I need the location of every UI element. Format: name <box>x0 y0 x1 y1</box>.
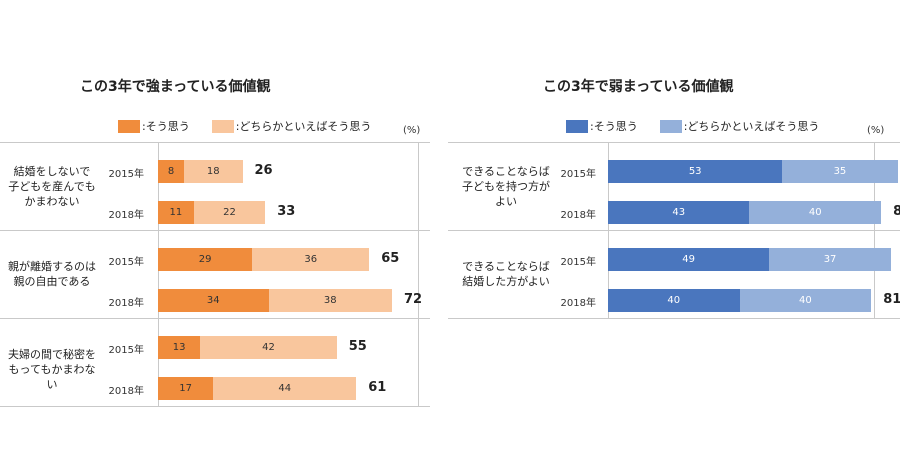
year-label: 2018年 <box>560 298 596 309</box>
group-divider <box>0 142 430 143</box>
group-divider <box>0 230 430 231</box>
group-divider <box>448 318 900 319</box>
chart-legend: :そう思う :どちらかといえばそう思う <box>118 118 371 134</box>
category-label: できることならば 結婚した方がよい <box>462 260 550 288</box>
chart-panel-strengthening: この3年で強まっている価値観 :そう思う :どちらかといえばそう思う (%) 結… <box>0 0 430 473</box>
bar-total-label: 65 <box>381 251 400 266</box>
bar-segment-somewhat-agree: 36 <box>252 248 370 271</box>
bar-segment-somewhat-agree: 40 <box>739 289 872 312</box>
bar-total-label: 26 <box>254 163 273 178</box>
bar-total-label: 81 <box>883 292 900 307</box>
year-label: 2018年 <box>108 298 144 309</box>
legend-swatch-agree <box>566 119 588 133</box>
gridline <box>418 142 419 406</box>
legend-swatch-somewhat-agree <box>659 119 682 133</box>
bar-segment-somewhat-agree: 37 <box>769 248 891 271</box>
bar-total-label: 83 <box>893 204 900 219</box>
bar-segment-agree: 53 <box>608 160 783 183</box>
bar-segment-agree: 43 <box>608 201 750 224</box>
category-label: 夫婦の間で秘密を もってもかまわない <box>8 348 96 391</box>
bar-segment-agree: 49 <box>608 248 770 271</box>
legend-label-somewhat-agree: :どちらかといえばそう思う <box>235 120 372 133</box>
bar-segment-somewhat-agree: 44 <box>213 377 357 400</box>
bar-segment-somewhat-agree: 35 <box>782 160 898 183</box>
group-divider <box>0 318 430 319</box>
group-divider <box>0 406 430 407</box>
bar-total-label: 33 <box>277 204 296 219</box>
bar-total-label: 55 <box>348 339 367 354</box>
legend-swatch-agree <box>118 119 140 133</box>
legend-swatch-somewhat-agree <box>211 119 234 133</box>
bar-segment-agree: 13 <box>158 336 201 359</box>
unit-label: (%) <box>403 125 421 136</box>
bar-segment-somewhat-agree: 42 <box>200 336 337 359</box>
bar-segment-agree: 34 <box>158 289 269 312</box>
year-label: 2015年 <box>108 169 144 180</box>
year-label: 2015年 <box>560 169 596 180</box>
year-label: 2015年 <box>560 257 596 268</box>
category-label: できることならば 子どもを持つ方が よい <box>462 164 550 208</box>
category-label: 結婚をしないで 子どもを産んでも かまわない <box>8 164 96 208</box>
chart-title: この3年で強まっている価値観 <box>80 79 271 95</box>
year-label: 2018年 <box>108 386 144 397</box>
group-divider <box>448 142 900 143</box>
bar-segment-somewhat-agree: 40 <box>749 201 882 224</box>
bar-total-label: 61 <box>368 380 387 395</box>
unit-label: (%) <box>867 125 885 136</box>
year-label: 2015年 <box>108 345 144 356</box>
bar-segment-agree: 11 <box>158 201 194 224</box>
bar-segment-agree: 29 <box>158 248 253 271</box>
bar-segment-agree: 40 <box>608 289 740 312</box>
gridline <box>158 142 159 406</box>
year-label: 2018年 <box>108 210 144 221</box>
legend-label-agree: :そう思う <box>590 120 638 133</box>
category-label: 親が離婚するのは 親の自由である <box>8 260 96 288</box>
chart-title: この3年で弱まっている価値観 <box>543 79 734 95</box>
chart-panel-weakening: この3年で弱まっている価値観 :そう思う :どちらかといえばそう思う (%) で… <box>448 0 900 473</box>
legend-label-somewhat-agree: :どちらかといえばそう思う <box>683 120 820 133</box>
bar-segment-somewhat-agree: 38 <box>268 289 392 312</box>
chart-legend: :そう思う :どちらかといえばそう思う <box>566 118 819 134</box>
year-label: 2015年 <box>108 257 144 268</box>
year-label: 2018年 <box>560 210 596 221</box>
bar-segment-somewhat-agree: 22 <box>193 201 266 224</box>
bar-total-label: 72 <box>404 292 423 307</box>
bar-segment-agree: 17 <box>158 377 214 400</box>
group-divider <box>448 230 900 231</box>
legend-label-agree: :そう思う <box>142 120 190 133</box>
bar-segment-agree: 8 <box>158 160 184 183</box>
bar-segment-somewhat-agree: 18 <box>184 160 243 183</box>
